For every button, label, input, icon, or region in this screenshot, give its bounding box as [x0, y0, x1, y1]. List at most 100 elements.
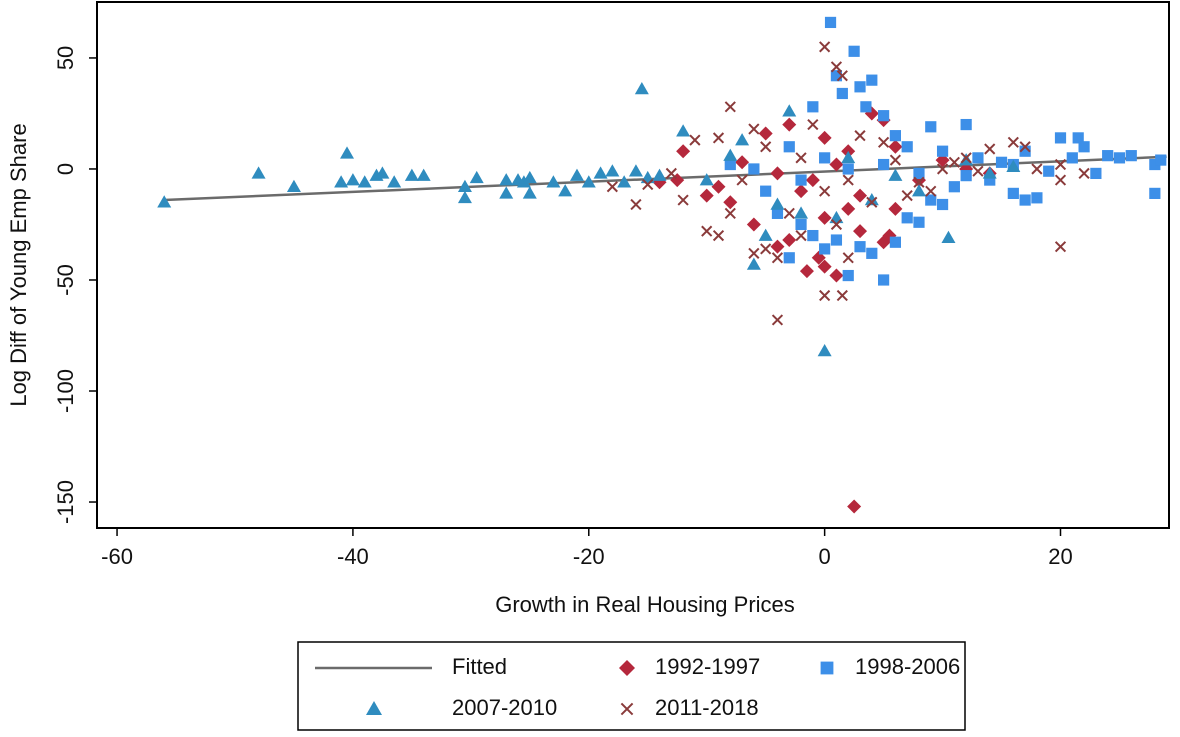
diamond-marker	[817, 130, 832, 145]
diamond-marker	[888, 139, 903, 154]
square-marker	[1078, 141, 1090, 153]
square-marker	[860, 101, 872, 113]
x-marker	[783, 207, 795, 219]
square-marker	[724, 158, 736, 171]
x-axis-title: Growth in Real Housing Prices	[495, 592, 795, 617]
square-marker	[925, 121, 937, 133]
x-marker	[736, 174, 748, 186]
square-marker	[866, 74, 878, 86]
legend-label: 2007-2010	[452, 695, 557, 720]
triangle-marker	[735, 133, 750, 146]
diamond-marker	[711, 179, 726, 194]
triangle-marker	[345, 173, 360, 186]
x-marker	[712, 229, 725, 242]
y-tick-label: -50	[53, 264, 78, 296]
square-marker	[854, 81, 866, 93]
x-marker	[1054, 241, 1067, 253]
diamond-marker	[853, 188, 868, 203]
x-marker	[1054, 158, 1067, 171]
square-marker	[1019, 194, 1031, 206]
square-marker	[889, 236, 901, 248]
diamond-marker	[746, 217, 761, 232]
x-marker	[901, 190, 913, 202]
square-marker	[848, 45, 860, 57]
legend-box	[297, 641, 966, 731]
square-marker	[1125, 150, 1137, 162]
square-marker	[1113, 152, 1126, 164]
triangle-marker	[829, 210, 844, 224]
x-marker	[913, 176, 925, 188]
legend-swatch	[820, 661, 834, 675]
square-marker	[824, 16, 837, 29]
square-marker	[1031, 192, 1043, 204]
square-marker	[795, 174, 807, 186]
triangle-marker	[569, 168, 584, 181]
x-marker	[925, 185, 937, 197]
x-marker	[724, 101, 736, 113]
triangle-marker	[546, 175, 561, 188]
triangle-marker	[911, 184, 926, 197]
legend-swatch	[366, 701, 382, 715]
triangle-marker	[416, 168, 431, 181]
triangle-marker	[941, 230, 956, 244]
plot-frame	[96, 1, 1170, 529]
triangle-marker	[758, 228, 773, 241]
square-marker	[913, 216, 925, 228]
triangle-marker	[1006, 159, 1021, 172]
x-marker	[960, 152, 972, 164]
square-marker	[913, 167, 925, 180]
x-tick-label: -40	[337, 544, 369, 569]
triangle-marker	[457, 179, 472, 192]
triangle-marker	[375, 166, 390, 179]
square-marker	[842, 269, 854, 282]
x-marker	[771, 314, 784, 326]
diamond-marker	[723, 195, 738, 210]
diamond-marker	[782, 233, 797, 248]
x-marker	[748, 123, 760, 135]
triangle-marker	[699, 173, 714, 186]
triangle-marker	[841, 150, 856, 164]
triangle-marker	[640, 170, 655, 184]
triangle-marker	[469, 170, 484, 184]
legend-label: 1998-2006	[855, 654, 960, 679]
square-marker	[1072, 132, 1084, 144]
square-marker	[878, 110, 890, 122]
triangle-marker	[794, 206, 809, 219]
triangle-marker	[387, 175, 402, 188]
x-marker	[819, 289, 831, 302]
square-marker	[795, 218, 807, 231]
triangle-marker	[605, 164, 620, 177]
x-marker	[1031, 163, 1043, 175]
triangle-marker	[888, 168, 903, 181]
diamond-marker	[758, 126, 773, 141]
y-tick-label: -150	[53, 480, 78, 524]
x-marker	[795, 229, 807, 242]
x-marker	[795, 152, 807, 164]
x-marker	[948, 156, 960, 168]
triangle-marker	[864, 193, 879, 206]
square-marker	[972, 152, 984, 164]
square-marker	[842, 163, 854, 175]
square-marker	[1102, 150, 1114, 162]
square-marker	[960, 170, 972, 182]
square-marker	[1019, 145, 1031, 157]
x-marker	[760, 141, 772, 153]
triangle-marker	[522, 170, 537, 184]
square-marker	[783, 141, 795, 153]
square-marker	[925, 194, 937, 206]
triangle-marker	[581, 175, 596, 188]
square-marker	[878, 274, 890, 286]
triangle-marker	[286, 179, 301, 192]
legend-swatch	[620, 702, 634, 716]
x-marker	[1019, 141, 1031, 153]
square-marker	[783, 252, 795, 264]
y-tick-label: 50	[53, 46, 78, 70]
x-tick-label: -60	[101, 544, 133, 569]
y-tick-label: 0	[53, 163, 78, 175]
x-marker	[748, 247, 760, 259]
diamond-marker	[817, 210, 832, 225]
x-marker	[724, 207, 736, 219]
triangle-marker	[157, 195, 172, 208]
x-marker	[677, 194, 689, 206]
